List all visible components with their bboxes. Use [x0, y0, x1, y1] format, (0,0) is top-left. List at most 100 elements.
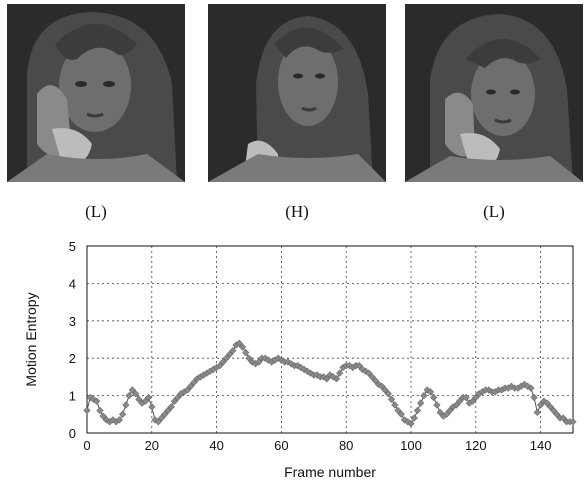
data-point: [164, 406, 172, 415]
data-point: [455, 397, 464, 405]
woman-on-phone-photo-2: [208, 4, 386, 182]
data-point: [536, 401, 545, 409]
data-point: [452, 401, 460, 409]
data-point: [222, 354, 230, 362]
data-point: [527, 384, 535, 392]
data-point: [543, 399, 551, 407]
data-point: [122, 401, 130, 409]
data-point: [255, 358, 263, 366]
data-point: [559, 414, 567, 422]
data-point: [336, 369, 344, 377]
data-point: [462, 393, 470, 402]
data-point: [397, 410, 405, 418]
data-point: [443, 410, 451, 418]
y-tick-label: 5: [69, 239, 76, 254]
x-tick-label: 140: [530, 438, 552, 453]
data-point: [183, 386, 192, 394]
chart-ticks: 0 20 40 60 80 100 120 140 0 1 2 3 4 5: [69, 239, 552, 453]
y-axis-label: Motion Entropy: [23, 292, 39, 386]
data-point: [468, 397, 477, 405]
data-point: [131, 390, 140, 398]
data-point: [86, 393, 94, 402]
data-point: [245, 354, 253, 362]
data-point: [300, 365, 308, 374]
data-point: [446, 406, 454, 415]
data-point: [238, 343, 247, 351]
data-point: [128, 386, 136, 394]
x-tick-label: 60: [274, 438, 288, 453]
x-tick-label: 100: [400, 438, 422, 453]
data-point: [174, 393, 182, 402]
data-point: [225, 350, 234, 359]
video-frame-1: [7, 4, 185, 182]
data-point: [99, 412, 107, 420]
data-point: [391, 401, 399, 409]
data-point: [274, 354, 282, 362]
data-point: [410, 414, 418, 422]
data-point: [154, 418, 162, 426]
data-point: [417, 399, 425, 407]
x-tick-label: 80: [339, 438, 353, 453]
y-tick-label: 1: [69, 389, 76, 404]
data-point: [365, 369, 373, 377]
data-point: [407, 420, 415, 428]
data-point: [83, 406, 91, 415]
data-point: [436, 408, 444, 417]
data-point: [355, 362, 363, 370]
data-point: [89, 395, 98, 403]
data-point: [371, 377, 379, 385]
data-point: [287, 360, 295, 368]
data-point: [190, 378, 198, 387]
data-point: [332, 375, 341, 383]
series-line: [86, 342, 573, 425]
data-point: [368, 373, 376, 381]
data-point: [549, 406, 558, 415]
data-point: [144, 393, 153, 402]
data-point: [553, 410, 561, 418]
data-point: [148, 403, 156, 411]
data-point: [426, 388, 435, 396]
data-point: [413, 406, 422, 415]
data-point: [430, 393, 438, 402]
data-point: [303, 367, 311, 375]
data-point: [93, 397, 101, 405]
woman-on-phone-photo-1: [7, 4, 185, 182]
frame-2-label: (H): [285, 202, 309, 221]
frame-3-label: (L): [483, 202, 505, 221]
data-point: [533, 408, 541, 417]
chart-grid: [87, 246, 573, 433]
data-point: [433, 401, 441, 409]
data-point: [546, 403, 554, 411]
series-markers: [83, 339, 577, 428]
data-point: [358, 365, 367, 374]
y-tick-label: 0: [69, 426, 76, 441]
data-point: [141, 397, 149, 405]
data-point: [530, 393, 538, 402]
x-tick-label: 40: [209, 438, 223, 453]
data-point: [569, 418, 577, 426]
data-point: [381, 386, 389, 394]
x-tick-label: 20: [145, 438, 159, 453]
data-point: [378, 382, 386, 390]
data-point: [293, 362, 302, 370]
data-point: [323, 375, 331, 383]
data-point: [374, 380, 383, 389]
y-tick-label: 2: [69, 351, 76, 366]
data-point: [170, 397, 179, 405]
data-point: [326, 371, 334, 379]
data-point: [135, 395, 143, 403]
frame-1-label: (L): [85, 202, 107, 221]
data-point: [235, 339, 243, 347]
data-point: [387, 395, 396, 403]
video-frame-2: [208, 4, 386, 182]
data-point: [216, 362, 224, 370]
data-point: [229, 347, 237, 355]
data-point: [96, 406, 104, 415]
motion-entropy-chart: 0 20 40 60 80 100 120 140 0 1 2 3 4 5 Frame number Mo…: [23, 239, 577, 480]
x-tick-label: 0: [83, 438, 90, 453]
y-tick-label: 4: [69, 276, 76, 291]
data-point: [219, 358, 227, 366]
data-point: [119, 410, 127, 418]
x-axis-label: Frame number: [284, 464, 376, 480]
data-point: [157, 414, 166, 422]
